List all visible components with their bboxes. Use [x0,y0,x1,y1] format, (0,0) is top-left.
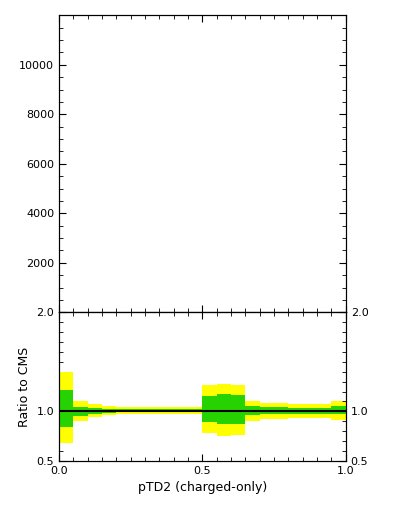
X-axis label: pTD2 (charged-only): pTD2 (charged-only) [138,481,267,494]
Y-axis label: Ratio to CMS: Ratio to CMS [18,347,31,426]
